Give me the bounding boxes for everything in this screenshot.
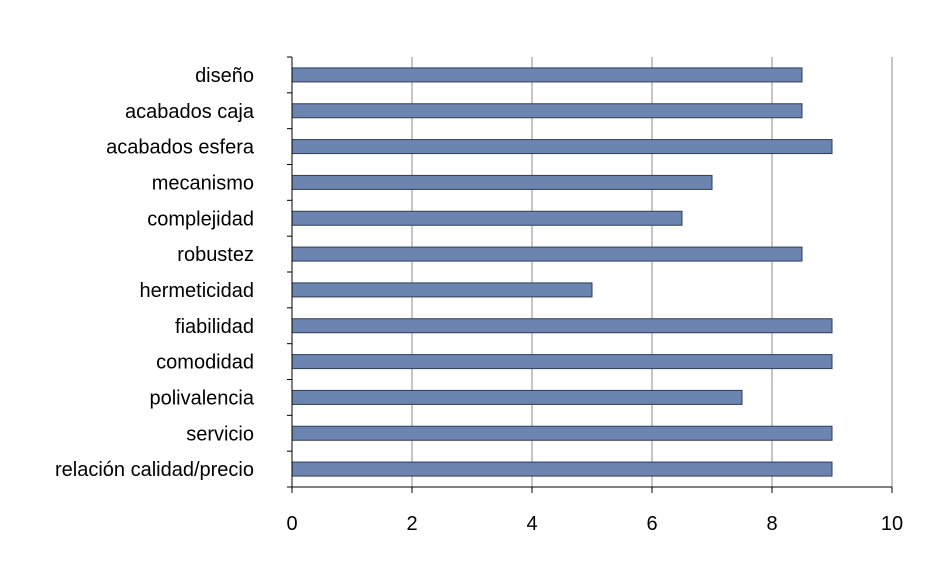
bar [291, 67, 803, 83]
bar [291, 389, 743, 405]
x-tick-label: 4 [526, 513, 537, 535]
bar [291, 354, 833, 370]
category-label: acabados caja [125, 101, 255, 123]
category-label: polivalencia [149, 387, 254, 409]
category-label: complejidad [147, 208, 254, 230]
bar [291, 174, 713, 190]
x-tick-label: 10 [881, 513, 903, 535]
bar [291, 282, 593, 298]
x-tick-label: 0 [286, 513, 297, 535]
x-tick-label: 2 [406, 513, 417, 535]
gridlines [411, 57, 893, 487]
x-tick-labels: 0 2 4 6 8 10 [286, 513, 903, 535]
category-label: fiabilidad [175, 316, 254, 338]
category-label: servicio [186, 423, 254, 445]
axes [287, 56, 893, 493]
category-label: mecanismo [152, 172, 254, 194]
bar [291, 210, 683, 226]
category-label: comodidad [156, 352, 254, 374]
bars [291, 67, 833, 477]
bar [291, 461, 833, 477]
category-label: acabados esfera [106, 137, 255, 159]
category-label: relación calidad/precio [55, 459, 254, 481]
category-label: diseño [195, 65, 254, 87]
bar [291, 318, 833, 334]
bar [291, 425, 833, 441]
bar [291, 139, 833, 155]
category-label: robustez [177, 244, 254, 266]
category-label: hermeticidad [139, 280, 254, 302]
category-labels: diseño acabados caja acabados esfera mecani… [55, 65, 255, 481]
bar [291, 246, 803, 262]
x-tick-label: 6 [646, 513, 657, 535]
x-tick-label: 8 [766, 513, 777, 535]
bar [291, 103, 803, 119]
